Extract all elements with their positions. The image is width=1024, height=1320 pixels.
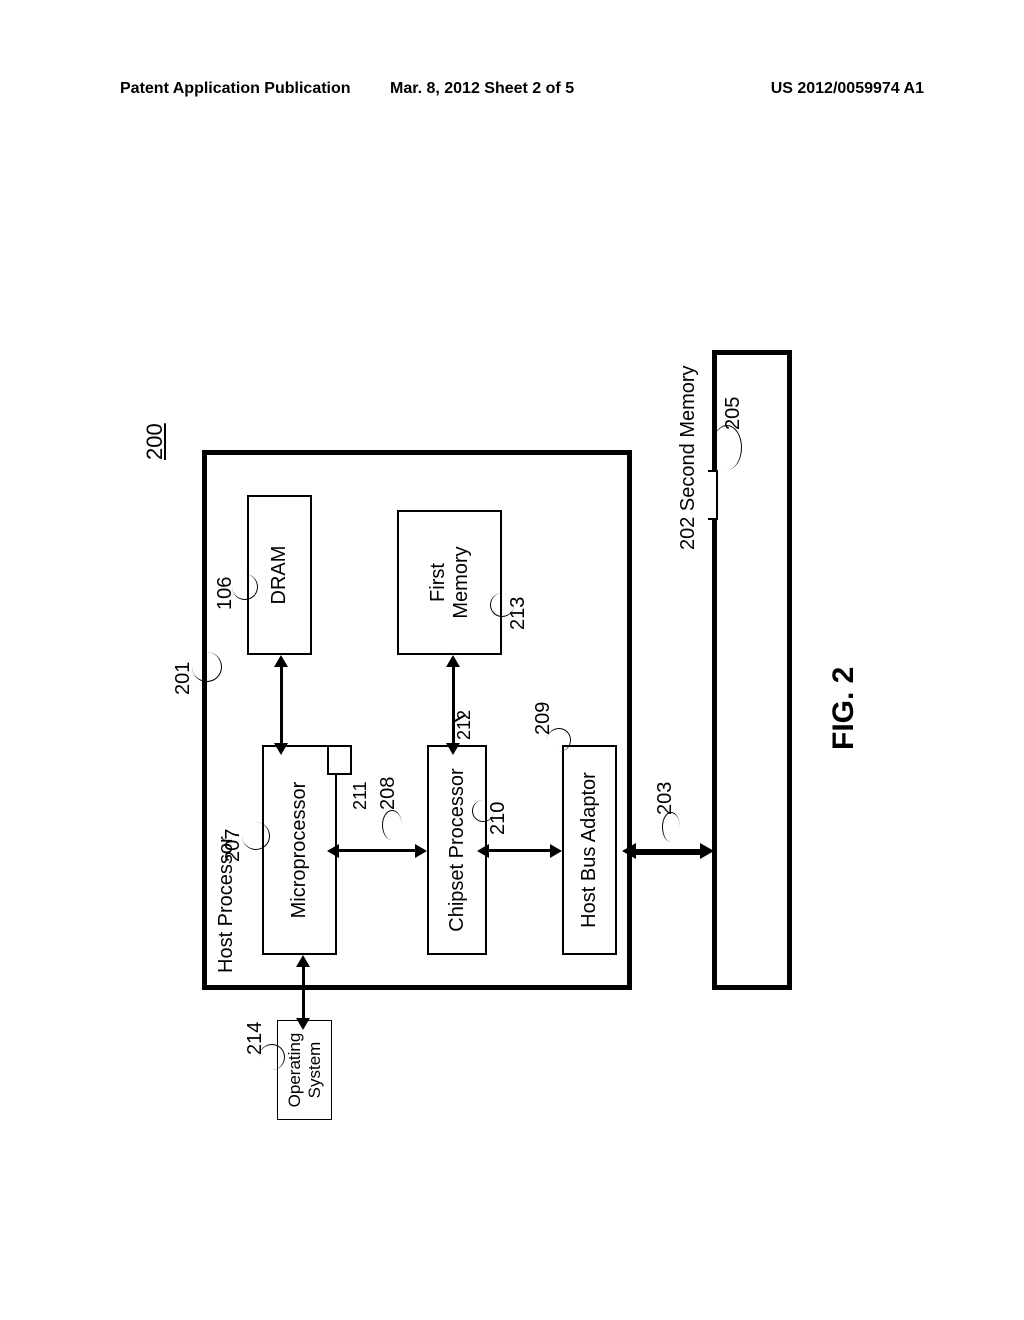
chipset-label: Chipset Processor xyxy=(446,768,469,931)
microprocessor-label: Microprocessor xyxy=(288,782,311,919)
arrow-micro-dram-head-r xyxy=(274,655,288,667)
leader-213 xyxy=(490,593,514,617)
first-memory-line2: Memory xyxy=(450,546,472,618)
arrow-208-ref: 208 xyxy=(377,777,400,810)
leader-106 xyxy=(232,574,258,600)
first-memory-line1: First xyxy=(427,563,449,602)
os-line1: Operating xyxy=(285,1033,304,1108)
system-ref: 200 xyxy=(142,423,168,460)
leader-207 xyxy=(242,822,270,850)
cache-ref: 211 xyxy=(350,781,371,810)
arrow-chipset-fm-head-r xyxy=(446,655,460,667)
operating-system-box: Operating System xyxy=(277,1020,332,1120)
hba-box: Host Bus Adaptor xyxy=(562,745,617,955)
arrow-os-micro-line xyxy=(302,965,305,1020)
figure-title: FIG. 2 xyxy=(827,667,861,750)
arrow-hba-sm-head-u xyxy=(622,843,636,859)
leader-201 xyxy=(192,652,222,682)
leader-203 xyxy=(662,812,680,842)
diagram-rotated-wrap: 200 Host Processor 201 Microprocessor 20… xyxy=(152,290,872,1110)
arrow-micro-dram-line xyxy=(280,665,283,745)
arrow-chipset-hba-line xyxy=(487,849,552,852)
microprocessor-box: Microprocessor xyxy=(262,745,337,955)
page: Patent Application Publication Mar. 8, 2… xyxy=(0,0,1024,1320)
first-memory-box: First Memory xyxy=(397,510,502,655)
arrow-micro-chipset-head-u xyxy=(327,844,339,858)
arrow-os-micro-head-l xyxy=(296,1018,310,1030)
arrow-203-ref: 203 xyxy=(654,782,677,815)
arrow-os-micro-head-r xyxy=(296,955,310,967)
arrow-hba-sm-line xyxy=(632,849,702,855)
second-memory-slot xyxy=(708,470,718,520)
arrow-chipset-hba-head-d xyxy=(550,844,562,858)
leader-209 xyxy=(547,728,571,752)
arrow-micro-chipset-line xyxy=(337,849,417,852)
arrow-chipset-fm-head-l xyxy=(446,743,460,755)
os-line2: System xyxy=(305,1042,324,1099)
header-left: Patent Application Publication xyxy=(120,80,351,98)
cache-box xyxy=(327,745,352,775)
diagram: 200 Host Processor 201 Microprocessor 20… xyxy=(152,290,872,1110)
header-right: US 2012/0059974 A1 xyxy=(771,80,924,98)
leader-208 xyxy=(382,810,402,840)
arrow-chipset-hba-head-u xyxy=(477,844,489,858)
leader-205 xyxy=(712,425,742,470)
dram-box: DRAM xyxy=(247,495,312,655)
arrow-micro-chipset-head-d xyxy=(415,844,427,858)
leader-210 xyxy=(472,800,494,822)
header-mid: Mar. 8, 2012 Sheet 2 of 5 xyxy=(390,80,574,98)
dram-label: DRAM xyxy=(268,546,291,605)
leader-214 xyxy=(259,1044,285,1070)
arrow-micro-dram-head-l xyxy=(274,743,288,755)
arrow-hba-sm-head-d xyxy=(700,843,714,859)
second-memory-label: 202 Second Memory xyxy=(677,365,700,550)
hba-label: Host Bus Adaptor xyxy=(578,772,601,928)
